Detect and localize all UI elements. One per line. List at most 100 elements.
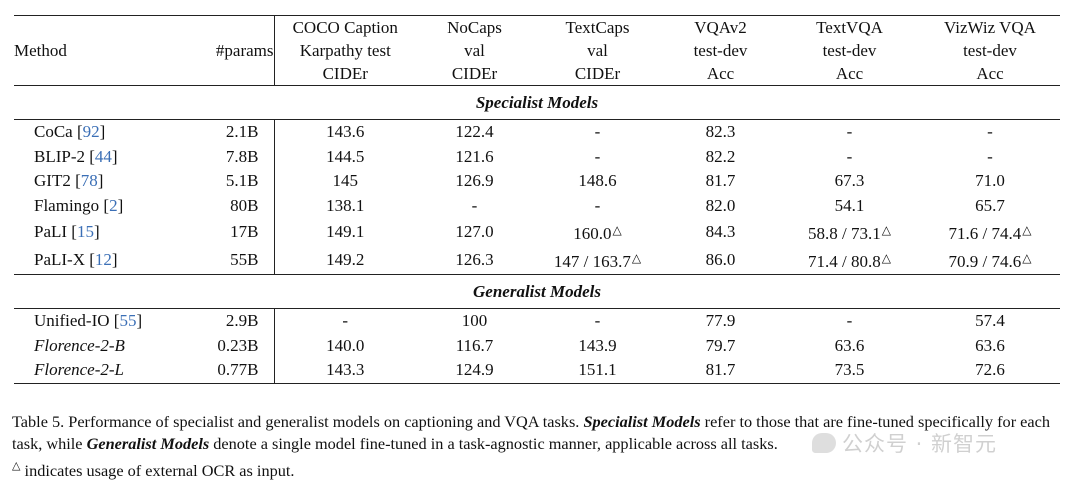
score-cell: 160.0△ <box>533 218 662 246</box>
score-cell: 86.0 <box>662 246 779 275</box>
score-value: - <box>987 122 993 142</box>
ocr-marker-icon: △ <box>12 460 21 472</box>
score-value: 58.8 / 73.1 <box>808 224 881 243</box>
score-cell: 143.3 <box>274 358 416 383</box>
score-value: 147 / 163.7 <box>553 252 631 271</box>
score-cell: 67.3 <box>779 169 920 194</box>
score-cell: 149.2 <box>274 246 416 275</box>
citation-link[interactable]: 15 <box>76 222 94 241</box>
column-header-line: Acc <box>835 64 864 83</box>
column-header-line: TextVQA <box>816 18 883 37</box>
method-cell: CoCa [92] <box>14 120 172 145</box>
score-cell: 54.1 <box>779 194 920 219</box>
score-value: 86.0 <box>705 250 736 269</box>
score-value: 151.1 <box>578 360 617 380</box>
citation-link[interactable]: 2 <box>109 195 118 215</box>
table-rule <box>14 85 1060 86</box>
score-cell: - <box>533 309 662 334</box>
score-value: 70.9 / 74.6 <box>948 252 1022 271</box>
score-cell: 73.5 <box>779 358 920 383</box>
score-cell: - <box>416 194 533 219</box>
method-cell: BLIP-2 [44] <box>14 145 172 170</box>
table-rule <box>14 308 1060 309</box>
score-value: 144.5 <box>326 146 365 166</box>
score-cell: 84.3 <box>662 218 779 246</box>
ocr-marker-icon: △ <box>881 223 891 237</box>
citation-link[interactable]: 78 <box>80 171 98 191</box>
column-header-line: test-dev <box>693 41 748 60</box>
params-cell: 5.1B <box>172 169 275 194</box>
ocr-marker-icon: △ <box>631 251 642 265</box>
score-value: 143.6 <box>326 122 365 142</box>
score-cell: 100 <box>416 309 533 334</box>
method-cell: Florence-2-L <box>14 358 172 383</box>
score-cell: 70.9 / 74.6△ <box>920 246 1060 275</box>
results-table: Method #params COCO Caption Karpathy test CI… <box>14 15 1060 384</box>
score-value: - <box>846 311 853 331</box>
citation-link[interactable]: 12 <box>94 250 112 269</box>
section-title: Generalist Models <box>473 281 601 301</box>
column-header-line: Method <box>14 41 67 60</box>
params-cell: 55B <box>172 246 275 275</box>
citation-link[interactable]: 44 <box>94 146 112 166</box>
column-header: COCO Caption Karpathy test CIDEr <box>274 16 416 86</box>
score-value: 63.6 <box>834 335 865 355</box>
citation-link[interactable]: 55 <box>119 311 137 331</box>
score-value: 65.7 <box>975 195 1005 215</box>
caption-generalist-term: Generalist Models <box>86 434 210 453</box>
score-value: - <box>594 146 601 166</box>
score-value: 122.4 <box>455 122 494 142</box>
table-caption: Table 5. Performance of specialist and g… <box>12 411 1072 482</box>
table-row: Unified-IO [55] 2.9B -100-77.9-57.4 <box>14 309 1060 334</box>
score-value: 54.1 <box>834 195 865 215</box>
caption-part4: indicates usage of external OCR as input… <box>24 461 295 480</box>
cite-bracket: [ <box>72 122 83 142</box>
score-value: 143.9 <box>578 335 617 355</box>
score-cell: 147 / 163.7△ <box>533 246 662 275</box>
column-header-line: CIDEr <box>322 64 368 83</box>
header-row: Method #params COCO Caption Karpathy test CI… <box>14 16 1060 86</box>
score-cell: 79.7 <box>662 334 779 359</box>
score-value: 84.3 <box>705 222 736 241</box>
table-row: PaLI-X [12] 55B 149.2 126.3 147 / 163.7△ 86.0… <box>14 246 1060 275</box>
column-header-line: Acc <box>706 64 735 83</box>
method-name: Flamingo <box>34 195 100 215</box>
score-cell: 149.1 <box>274 218 416 246</box>
score-value: 57.4 <box>975 311 1005 331</box>
score-cell: - <box>779 145 920 170</box>
score-value: 148.6 <box>578 171 617 191</box>
score-cell: - <box>274 309 416 334</box>
score-cell: 71.6 / 74.4△ <box>920 218 1060 246</box>
score-value: 140.0 <box>326 335 365 355</box>
score-cell: 127.0 <box>416 218 533 246</box>
column-header-line: VizWiz VQA <box>944 18 1036 37</box>
table-rule <box>14 119 1060 120</box>
params-cell: 80B <box>172 193 275 218</box>
score-cell: 116.7 <box>416 334 533 359</box>
caption-specialist-term: Specialist Models <box>583 412 701 431</box>
cite-bracket: [ <box>109 311 120 331</box>
column-header-line: test-dev <box>822 41 877 60</box>
score-cell: 81.7 <box>662 169 779 194</box>
column-header-line: CIDEr <box>451 64 498 83</box>
score-value: - <box>846 122 853 142</box>
method-name: CoCa <box>34 122 73 142</box>
method-name: Florence-2-B <box>34 335 125 355</box>
score-value: 72.6 <box>975 360 1005 380</box>
score-value: 82.3 <box>705 122 736 142</box>
score-value: 116.7 <box>455 335 494 355</box>
score-value: 82.2 <box>705 146 736 166</box>
column-header: NoCaps val CIDEr <box>416 16 533 86</box>
method-name: PaLI-X <box>34 250 85 269</box>
citation-link[interactable]: 92 <box>82 122 100 142</box>
column-header-line: COCO Caption <box>292 18 398 37</box>
score-cell: 71.4 / 80.8△ <box>779 246 920 275</box>
column-header-line: TextCaps <box>565 18 630 37</box>
score-cell: 71.0 <box>920 169 1060 194</box>
method-name: Florence-2-L <box>34 360 125 380</box>
score-cell: 122.4 <box>416 120 533 145</box>
cite-bracket: [ <box>70 171 81 191</box>
score-value: - <box>594 122 601 142</box>
score-value: 79.7 <box>705 335 736 355</box>
